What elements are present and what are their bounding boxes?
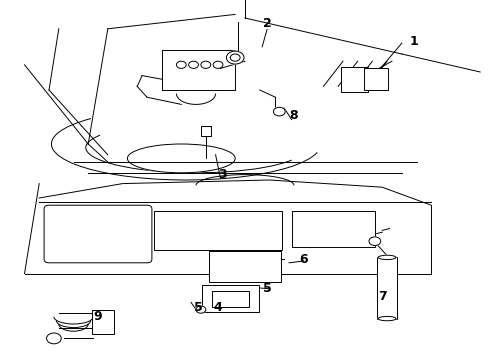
Text: 2: 2 [263, 17, 271, 30]
Ellipse shape [378, 316, 396, 321]
FancyBboxPatch shape [212, 291, 249, 307]
Text: 5: 5 [263, 282, 271, 294]
FancyBboxPatch shape [202, 285, 259, 312]
FancyBboxPatch shape [92, 310, 114, 334]
Text: 6: 6 [299, 253, 308, 266]
FancyBboxPatch shape [377, 257, 397, 319]
FancyBboxPatch shape [341, 67, 368, 92]
Circle shape [201, 61, 211, 68]
Circle shape [196, 306, 206, 313]
Circle shape [273, 107, 285, 116]
FancyBboxPatch shape [201, 126, 211, 136]
Circle shape [47, 333, 61, 344]
FancyBboxPatch shape [364, 68, 388, 90]
Text: 8: 8 [290, 109, 298, 122]
Ellipse shape [378, 255, 396, 260]
Circle shape [176, 61, 186, 68]
Circle shape [213, 61, 223, 68]
Text: 1: 1 [410, 35, 418, 48]
FancyBboxPatch shape [154, 211, 282, 250]
FancyBboxPatch shape [209, 251, 281, 282]
FancyBboxPatch shape [292, 211, 375, 247]
Text: 4: 4 [214, 301, 222, 314]
Circle shape [369, 237, 381, 246]
Circle shape [226, 51, 244, 64]
Circle shape [189, 61, 198, 68]
Text: 7: 7 [378, 291, 387, 303]
Text: 3: 3 [219, 168, 227, 181]
Text: 5: 5 [194, 301, 203, 314]
Text: 9: 9 [94, 310, 102, 323]
Ellipse shape [127, 144, 235, 173]
FancyBboxPatch shape [44, 205, 152, 263]
